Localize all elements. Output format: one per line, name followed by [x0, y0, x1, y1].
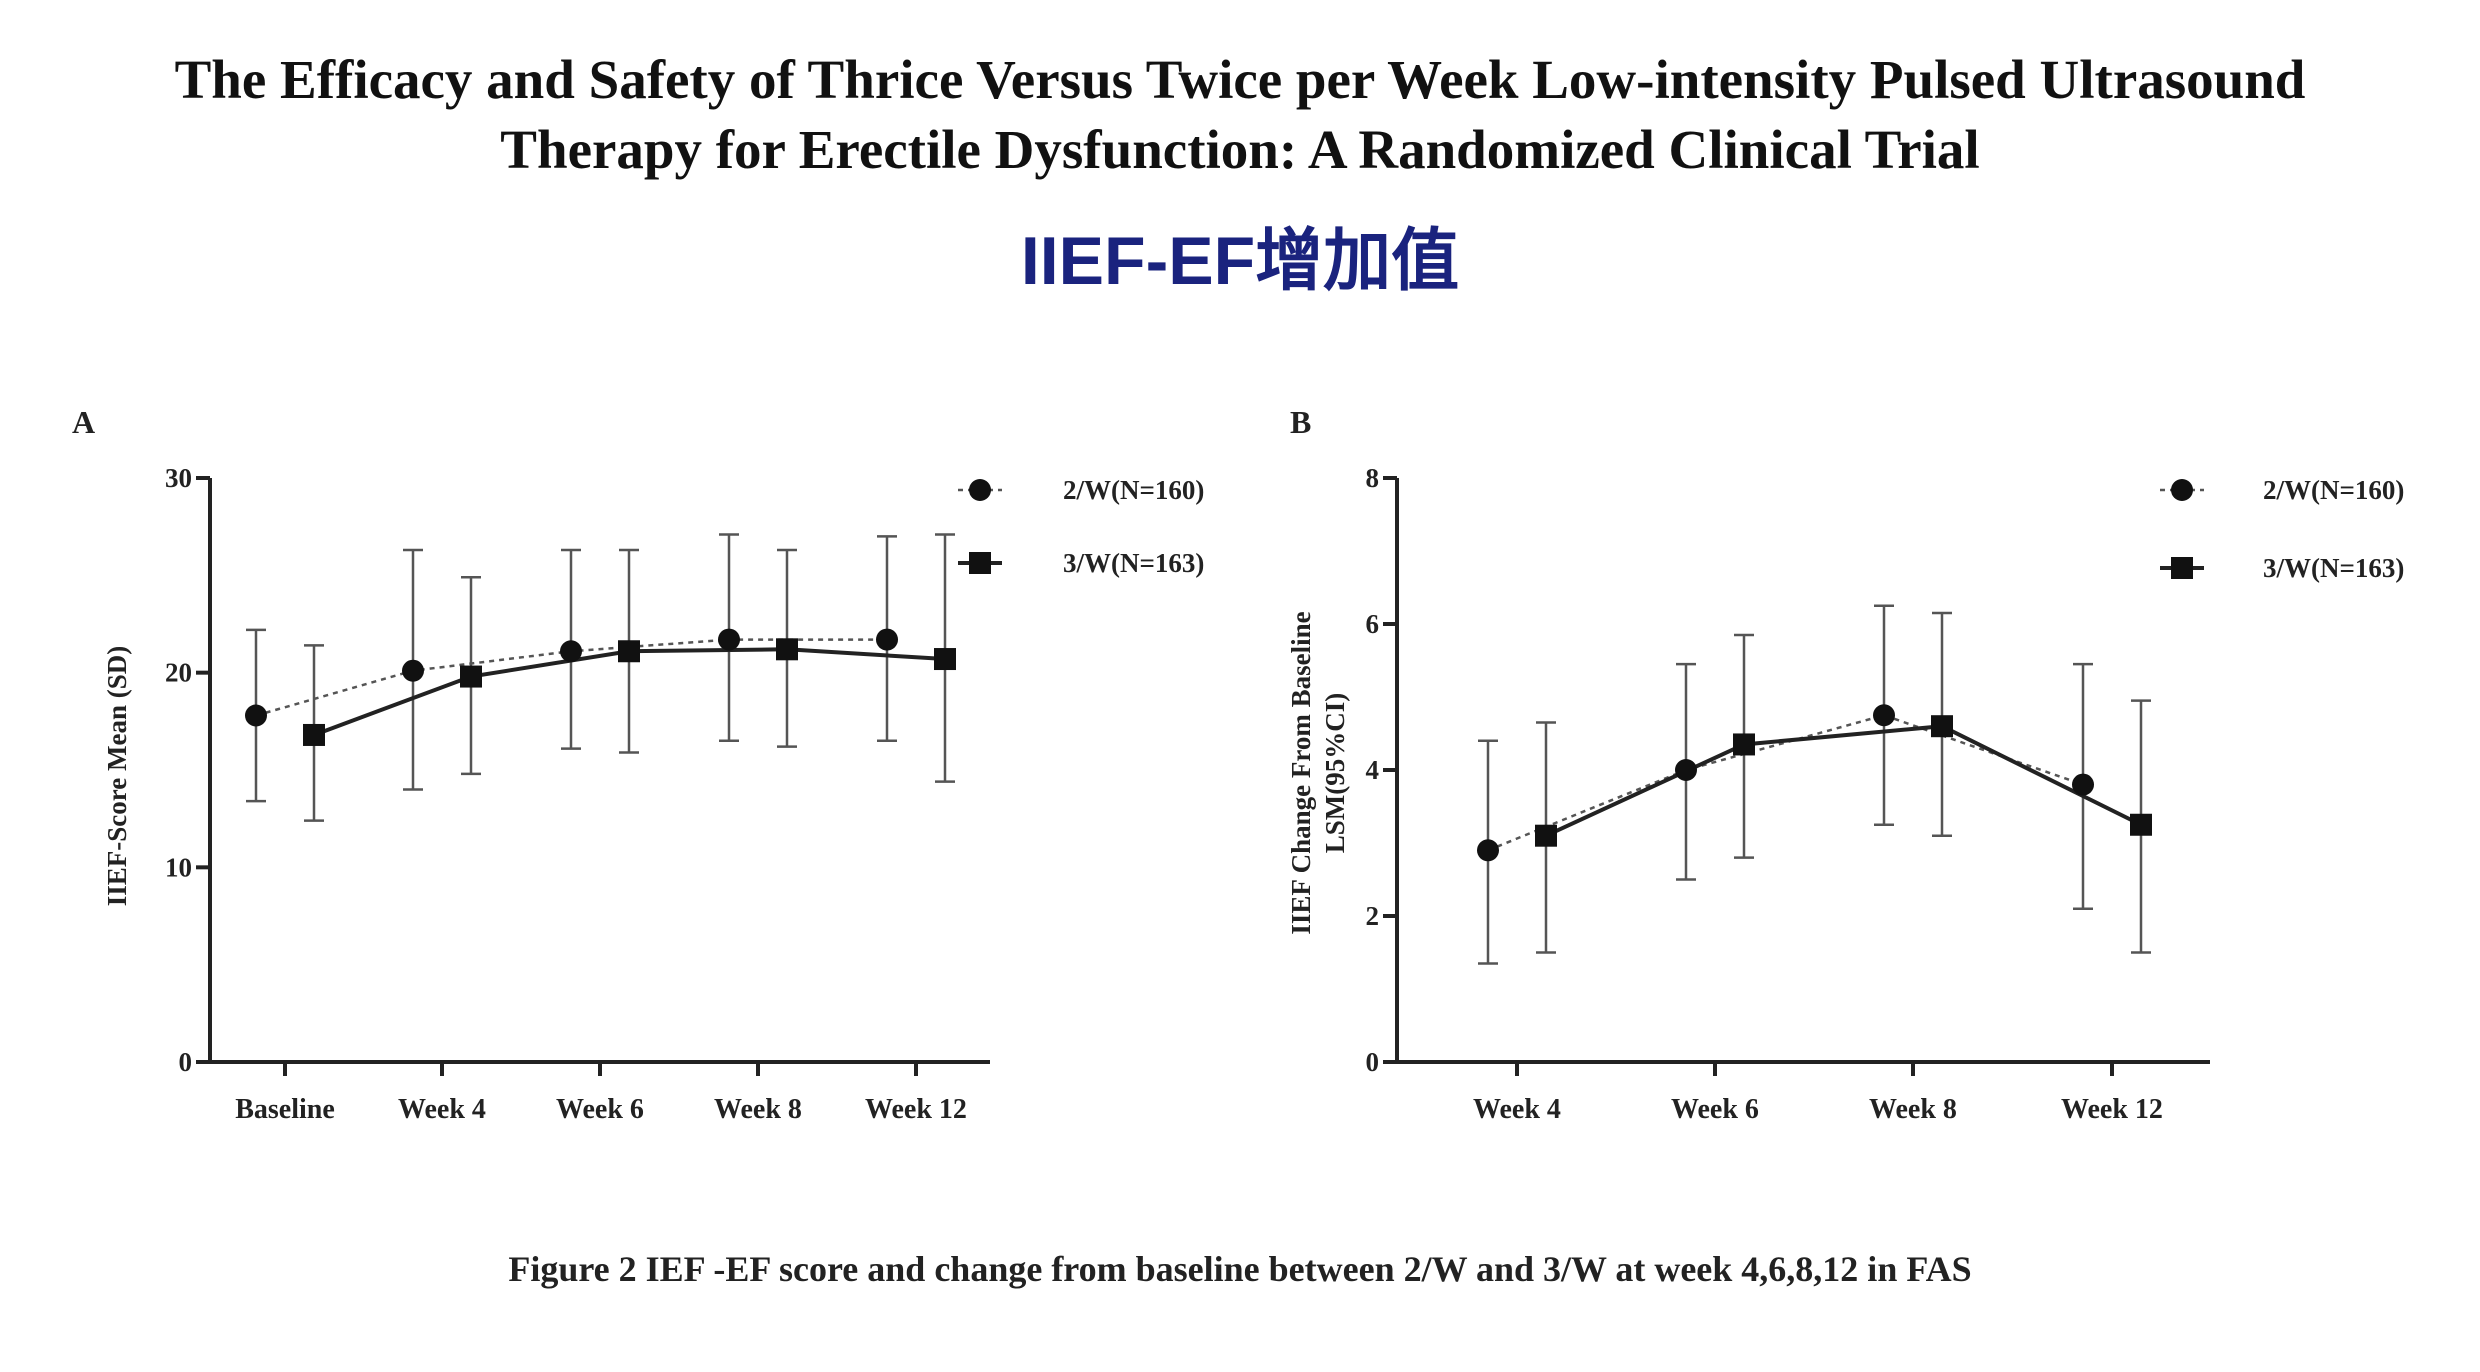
panel-b-legend: 2/W(N=160) 3/W(N=163) — [2160, 475, 2404, 583]
panel-b-x-tick-label: Week 6 — [1671, 1094, 1759, 1125]
panel-a-legend-marker-square — [969, 552, 991, 574]
panel-a-marker-square — [303, 723, 325, 746]
panel-a-y-tick-label: 20 — [165, 658, 192, 688]
figure-caption: Figure 2 IEF -EF score and change from b… — [508, 1249, 1972, 1289]
panel-a-y-tick-label: 0 — [179, 1047, 193, 1077]
panel-b-y-tick-label: 8 — [1366, 463, 1380, 493]
panel-b-legend-marker-circle — [2171, 479, 2193, 501]
panel-a-legend-marker-circle — [969, 479, 991, 501]
panel-a-legend-label: 2/W(N=160) — [1063, 475, 1204, 505]
panel-a-legend: 2/W(N=160) 3/W(N=163) — [958, 475, 1204, 578]
panel-b-marker-circle — [1477, 839, 1499, 862]
chart-panel-b: B 0 2 4 6 8 Week 4 Week 6 Week 8 Week 12 IIEF Ch… — [1286, 404, 2404, 1125]
panel-b-series-line-2 — [1545, 724, 2142, 838]
panel-a-x-tick-label: Week 12 — [865, 1094, 967, 1125]
panel-b-ticks: 0 2 4 6 8 Week 4 Week 6 Week 8 Week 12 — [1366, 463, 2163, 1125]
panel-b-markers — [1477, 704, 2152, 862]
panel-a-marker-circle — [560, 640, 582, 663]
panel-a-y-tick-label: 10 — [165, 852, 192, 882]
panel-b-marker-square — [2130, 813, 2152, 836]
panel-b-marker-circle — [2072, 773, 2094, 796]
panel-b-series-lines — [1487, 713, 2142, 852]
panel-b-y-tick-label: 2 — [1366, 901, 1380, 931]
panel-b-marker-square — [1535, 824, 1557, 847]
panel-a-markers — [245, 628, 956, 746]
panel-b-marker-square — [1733, 733, 1755, 756]
panel-b-y-axis-label-line: IIEF Change From Baseline — [1286, 611, 1316, 934]
panel-a-marker-circle — [245, 704, 267, 727]
panel-a-marker-circle — [718, 628, 740, 651]
panel-b-marker-circle — [1675, 759, 1697, 781]
panel-a-x-tick-label: Baseline — [235, 1094, 335, 1125]
panel-a-label: A — [72, 404, 95, 440]
panel-b-axes — [1395, 478, 2210, 1064]
panel-a-legend-label: 3/W(N=163) — [1063, 548, 1204, 578]
panel-a-marker-square — [934, 648, 956, 671]
panel-b-series-line-1 — [1487, 713, 2084, 852]
panel-b-y-axis-label-line: LSM(95%CI) — [1320, 693, 1350, 854]
panel-a-marker-square — [776, 638, 798, 661]
panel-b-legend-marker-square — [2171, 557, 2193, 579]
slide-title-line-1: The Efficacy and Safety of Thrice Versus… — [174, 49, 2306, 110]
panel-a-x-tick-label: Week 4 — [398, 1094, 486, 1125]
panel-b-marker-circle — [1873, 704, 1895, 727]
panel-b-legend-label: 2/W(N=160) — [2263, 475, 2404, 505]
panel-a-marker-square — [618, 640, 640, 663]
panel-b-x-tick-label: Week 4 — [1473, 1094, 1561, 1125]
panel-a-y-tick-label: 30 — [165, 463, 192, 493]
panel-b-y-axis-label: IIEF Change From Baseline LSM(95%CI) — [1286, 611, 1350, 934]
panel-b-legend-label: 3/W(N=163) — [2263, 553, 2404, 583]
panel-b-marker-square — [1931, 715, 1953, 738]
panel-a-series-lines — [255, 638, 946, 737]
panel-a-marker-square — [460, 665, 482, 688]
panel-a-axes — [208, 478, 990, 1064]
panel-b-y-tick-label: 0 — [1366, 1047, 1380, 1077]
panel-a-ticks: 0 10 20 30 Baseline Week 4 Week 6 Week 8 Week 12 — [165, 463, 967, 1125]
chart-panel-a: A 0 10 20 30 Baseline Week 4 Week 6 Week 8 Week … — [72, 404, 1204, 1125]
slide-subtitle: IIEF-EF增加值 — [1020, 223, 1460, 299]
panel-b-y-tick-label: 4 — [1366, 755, 1380, 785]
panel-b-y-tick-label: 6 — [1366, 609, 1380, 639]
panel-b-label: B — [1290, 404, 1311, 440]
panel-a-x-tick-label: Week 8 — [714, 1094, 802, 1125]
slide-title-line-2: Therapy for Erectile Dysfunction: A Rand… — [500, 119, 1980, 180]
panel-a-marker-circle — [876, 628, 898, 651]
panel-a-x-tick-label: Week 6 — [556, 1094, 644, 1125]
panel-b-error-bars — [1478, 604, 2151, 965]
panel-b-x-tick-label: Week 8 — [1869, 1094, 1957, 1125]
panel-a-error-bars — [246, 533, 955, 822]
panel-a-y-axis-label: IIEF-Score Mean (SD) — [102, 646, 132, 906]
panel-a-marker-circle — [402, 659, 424, 682]
panel-b-x-tick-label: Week 12 — [2061, 1094, 2163, 1125]
